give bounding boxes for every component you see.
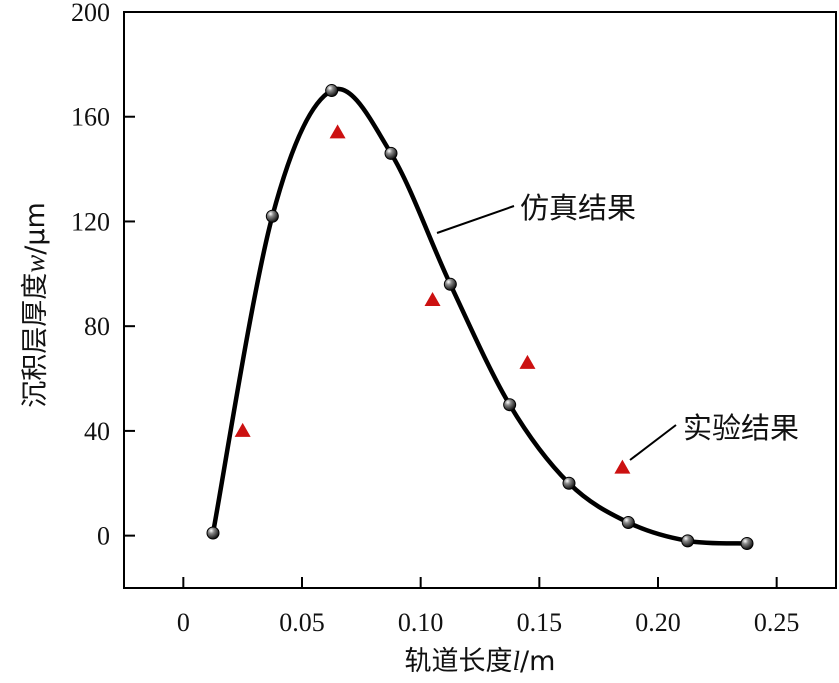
- y-tick-label: 40: [84, 417, 110, 446]
- experiment-point: [234, 422, 251, 437]
- y-tick-label: 0: [97, 522, 110, 551]
- simulation-point: [443, 277, 457, 291]
- y-axis-label-text: 沉积层厚度: [20, 273, 51, 408]
- y-axis-label-unit: /μm: [20, 202, 51, 255]
- simulation-point: [265, 209, 279, 223]
- experiment-leader-line: [629, 424, 677, 461]
- plot-frame: [123, 11, 837, 589]
- experiment-point: [519, 354, 536, 369]
- simulation-point: [681, 534, 695, 548]
- x-axis-label-var: l: [513, 646, 521, 676]
- y-tick-label: 160: [71, 103, 110, 132]
- x-axis-label-unit: /m: [520, 646, 555, 677]
- simulation-point: [325, 84, 339, 98]
- y-tick-label: 120: [71, 207, 110, 236]
- x-axis-label: 轨道长度l/m: [405, 646, 556, 677]
- experiment-annotation: 实验结果: [683, 411, 799, 445]
- y-tick-label: 200: [71, 0, 110, 27]
- simulation-leader-line: [436, 205, 515, 234]
- x-tick-label: 0.20: [635, 608, 681, 637]
- y-axis-label-var: w: [20, 255, 50, 273]
- x-axis-label-text: 轨道长度: [405, 646, 513, 677]
- simulation-point: [740, 536, 754, 550]
- x-tick-label: 0.25: [754, 608, 800, 637]
- simulation-annotation: 仿真结果: [520, 191, 636, 225]
- y-axis-label: 沉积层厚度w/μm: [20, 202, 51, 408]
- simulation-curve: [210, 86, 748, 546]
- x-tick-label: 0.05: [279, 608, 325, 637]
- experiment-point: [424, 292, 441, 306]
- x-tick-label: 0: [177, 608, 190, 637]
- simulation-point: [206, 526, 220, 540]
- experiment-point: [614, 459, 631, 474]
- marker-layer: [206, 84, 754, 550]
- curve-layer: [210, 86, 748, 546]
- simulation-point: [503, 398, 517, 412]
- simulation-point: [562, 476, 576, 490]
- x-tick-label: 0.10: [398, 608, 444, 637]
- simulation-point: [621, 516, 635, 530]
- experiment-point: [329, 124, 346, 139]
- simulation-point: [384, 146, 398, 160]
- x-tick-label: 0.15: [517, 608, 563, 637]
- ticks-layer: 0 0.05 0.10 0.15 0.20 0.25 0 40 80 120 160 200: [71, 0, 799, 637]
- y-tick-label: 80: [84, 312, 110, 341]
